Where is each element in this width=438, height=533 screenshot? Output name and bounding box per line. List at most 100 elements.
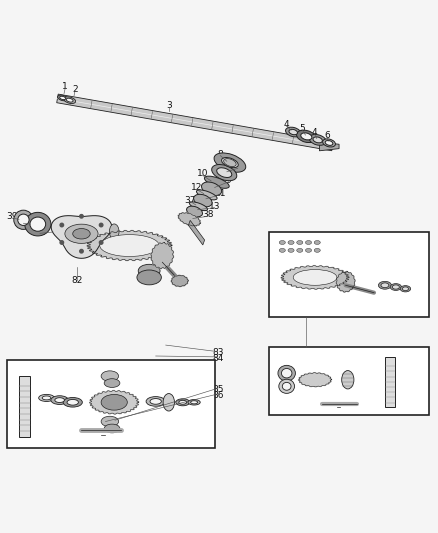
Ellipse shape — [201, 182, 222, 196]
Ellipse shape — [293, 270, 337, 285]
Text: 4: 4 — [283, 120, 289, 129]
Circle shape — [80, 215, 83, 218]
Bar — [19, 376, 30, 437]
Bar — [7, 360, 215, 448]
Ellipse shape — [392, 285, 399, 289]
Text: 11: 11 — [215, 189, 227, 198]
Ellipse shape — [64, 97, 76, 103]
Ellipse shape — [101, 371, 119, 381]
Ellipse shape — [212, 165, 237, 181]
Ellipse shape — [297, 248, 303, 252]
Ellipse shape — [138, 264, 160, 277]
Ellipse shape — [217, 168, 232, 177]
Circle shape — [60, 223, 64, 227]
Ellipse shape — [283, 382, 291, 390]
Ellipse shape — [42, 396, 51, 400]
Ellipse shape — [30, 217, 46, 231]
Bar — [385, 357, 395, 407]
Polygon shape — [151, 243, 173, 269]
Ellipse shape — [197, 190, 217, 200]
Text: 4: 4 — [311, 127, 317, 136]
Text: 6: 6 — [325, 131, 330, 140]
Ellipse shape — [224, 159, 236, 166]
Text: 1: 1 — [63, 82, 68, 91]
Ellipse shape — [279, 240, 286, 245]
Ellipse shape — [314, 248, 320, 252]
Ellipse shape — [309, 134, 326, 146]
Text: 39: 39 — [6, 212, 18, 221]
Text: 85: 85 — [212, 385, 223, 394]
Polygon shape — [51, 216, 112, 259]
Ellipse shape — [289, 130, 297, 135]
Text: 10: 10 — [197, 169, 208, 179]
Polygon shape — [178, 213, 201, 226]
Ellipse shape — [191, 401, 198, 404]
Ellipse shape — [67, 399, 78, 405]
Ellipse shape — [282, 368, 292, 378]
Ellipse shape — [146, 397, 165, 406]
Ellipse shape — [51, 395, 68, 405]
Ellipse shape — [63, 398, 82, 407]
Text: 37: 37 — [184, 196, 196, 205]
Ellipse shape — [176, 399, 190, 406]
Ellipse shape — [18, 214, 29, 225]
Polygon shape — [57, 94, 333, 151]
Ellipse shape — [403, 287, 409, 290]
Ellipse shape — [163, 393, 174, 411]
Ellipse shape — [60, 96, 66, 100]
Ellipse shape — [297, 130, 316, 143]
Ellipse shape — [222, 158, 238, 168]
Ellipse shape — [188, 400, 200, 405]
Ellipse shape — [194, 195, 212, 207]
Text: 40: 40 — [18, 217, 29, 227]
Text: 83: 83 — [212, 349, 223, 358]
Ellipse shape — [305, 240, 311, 245]
Polygon shape — [281, 265, 349, 289]
Polygon shape — [319, 142, 339, 151]
Ellipse shape — [14, 210, 33, 229]
Text: 9: 9 — [226, 176, 231, 185]
Text: 5: 5 — [299, 124, 305, 133]
Bar — [269, 348, 428, 415]
Ellipse shape — [65, 224, 98, 244]
Ellipse shape — [179, 400, 187, 404]
Text: 38: 38 — [202, 211, 214, 220]
Polygon shape — [336, 271, 355, 292]
Text: 81: 81 — [34, 228, 46, 237]
Ellipse shape — [390, 284, 402, 290]
Ellipse shape — [104, 424, 120, 433]
Ellipse shape — [400, 286, 411, 292]
Ellipse shape — [100, 235, 159, 256]
Ellipse shape — [137, 270, 161, 285]
Ellipse shape — [104, 379, 120, 387]
Circle shape — [99, 241, 103, 244]
Ellipse shape — [57, 95, 68, 101]
Ellipse shape — [150, 399, 161, 404]
Polygon shape — [87, 230, 172, 261]
Text: 8: 8 — [217, 150, 223, 159]
Ellipse shape — [288, 240, 294, 245]
Text: 88: 88 — [305, 376, 316, 385]
Ellipse shape — [279, 379, 294, 393]
Text: 86: 86 — [212, 391, 223, 400]
Ellipse shape — [342, 370, 354, 389]
Ellipse shape — [214, 153, 246, 172]
Ellipse shape — [313, 137, 322, 143]
Text: 82: 82 — [71, 277, 83, 285]
Text: 13: 13 — [209, 202, 220, 211]
Ellipse shape — [278, 365, 295, 381]
Text: 7: 7 — [235, 163, 240, 172]
Ellipse shape — [39, 394, 54, 401]
Polygon shape — [188, 220, 205, 245]
Ellipse shape — [187, 206, 202, 217]
Ellipse shape — [101, 394, 127, 410]
Text: 84: 84 — [212, 354, 223, 362]
Text: 12: 12 — [191, 183, 202, 192]
Ellipse shape — [279, 248, 286, 252]
Ellipse shape — [110, 224, 119, 239]
Circle shape — [60, 241, 64, 244]
Circle shape — [80, 249, 83, 253]
Ellipse shape — [286, 127, 301, 137]
Bar — [269, 231, 428, 317]
Ellipse shape — [305, 248, 311, 252]
